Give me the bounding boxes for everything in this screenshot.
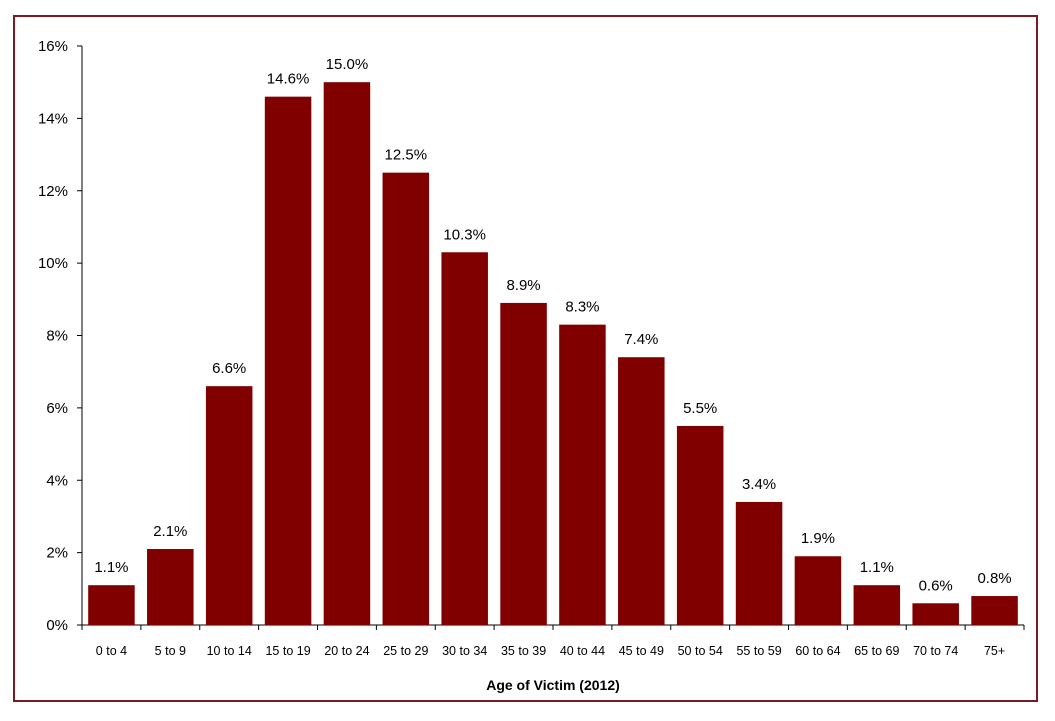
chart-frame bbox=[13, 15, 1038, 702]
bar bbox=[500, 302, 547, 625]
bar-value-label: 14.6% bbox=[267, 71, 310, 88]
bar bbox=[912, 603, 959, 625]
x-axis: 0 to 4 5 to 9 10 to 14 15 to 19 20 to 24 25 t… bbox=[81, 624, 1025, 658]
bar bbox=[794, 556, 842, 625]
bar bbox=[382, 172, 430, 625]
bar bbox=[559, 324, 606, 625]
bar bbox=[205, 386, 253, 625]
bar-value-label: 8.9% bbox=[506, 277, 540, 294]
y-tick-label: 4% bbox=[46, 472, 68, 489]
bar bbox=[147, 549, 194, 625]
x-category-label: 45 to 49 bbox=[619, 644, 664, 658]
y-axis: 0% 2% 4% 6% 8% 10% 12% 14% 16% bbox=[38, 38, 83, 634]
x-category-label: 70 to 74 bbox=[913, 644, 958, 658]
y-tick-label: 0% bbox=[46, 617, 68, 634]
y-tick-label: 8% bbox=[46, 328, 68, 345]
x-category-label: 60 to 64 bbox=[795, 644, 840, 658]
y-tick-label: 14% bbox=[38, 110, 68, 127]
x-category-label: 0 to 4 bbox=[96, 644, 127, 658]
bar bbox=[441, 252, 488, 626]
y-tick-label: 2% bbox=[46, 545, 68, 562]
bar-value-label: 1.9% bbox=[801, 530, 835, 547]
bar bbox=[676, 425, 724, 625]
bar-value-label: 5.5% bbox=[683, 400, 717, 417]
bar-value-label: 3.4% bbox=[742, 476, 776, 493]
x-category-label: 35 to 39 bbox=[501, 644, 546, 658]
bar bbox=[971, 596, 1018, 625]
y-tick-label: 6% bbox=[46, 400, 68, 417]
bar bbox=[323, 82, 371, 625]
bar-value-label: 0.8% bbox=[977, 570, 1011, 587]
bar-value-label: 6.6% bbox=[212, 360, 246, 377]
x-axis-title: Age of Victim (2012) bbox=[486, 677, 620, 693]
bar-value-label: 1.1% bbox=[94, 559, 128, 576]
bar-value-label: 1.1% bbox=[860, 559, 894, 576]
bar-value-label: 10.3% bbox=[443, 226, 486, 243]
y-tick-label: 16% bbox=[38, 38, 68, 55]
bar-value-label: 2.1% bbox=[153, 523, 187, 540]
bar bbox=[853, 585, 901, 625]
y-tick-label: 10% bbox=[38, 255, 68, 272]
bar-value-label: 0.6% bbox=[919, 577, 953, 594]
bar-value-label: 7.4% bbox=[624, 331, 658, 348]
x-category-label: 10 to 14 bbox=[207, 644, 252, 658]
bar-value-label: 12.5% bbox=[385, 147, 428, 164]
bar bbox=[735, 501, 783, 625]
bar bbox=[618, 357, 665, 625]
x-category-label: 5 to 9 bbox=[155, 644, 186, 658]
data-labels: 1.1% 2.1% 6.6% 14.6% 15.0% 12.5% 10.3% 8.9% 8.3%… bbox=[94, 56, 1011, 594]
x-category-label: 20 to 24 bbox=[324, 644, 369, 658]
bar-value-label: 15.0% bbox=[326, 56, 369, 73]
x-category-label: 55 to 59 bbox=[736, 644, 781, 658]
bars bbox=[88, 82, 1018, 626]
y-tick-label: 12% bbox=[38, 183, 68, 200]
x-category-label: 25 to 29 bbox=[383, 644, 428, 658]
bar-value-label: 8.3% bbox=[565, 299, 599, 316]
x-category-label: 75+ bbox=[984, 644, 1005, 658]
bar bbox=[88, 585, 135, 625]
x-category-label: 30 to 34 bbox=[442, 644, 487, 658]
x-category-label: 15 to 19 bbox=[265, 644, 310, 658]
bar bbox=[264, 96, 312, 626]
x-category-label: 40 to 44 bbox=[560, 644, 605, 658]
x-category-label: 65 to 69 bbox=[854, 644, 899, 658]
x-category-label: 50 to 54 bbox=[678, 644, 723, 658]
